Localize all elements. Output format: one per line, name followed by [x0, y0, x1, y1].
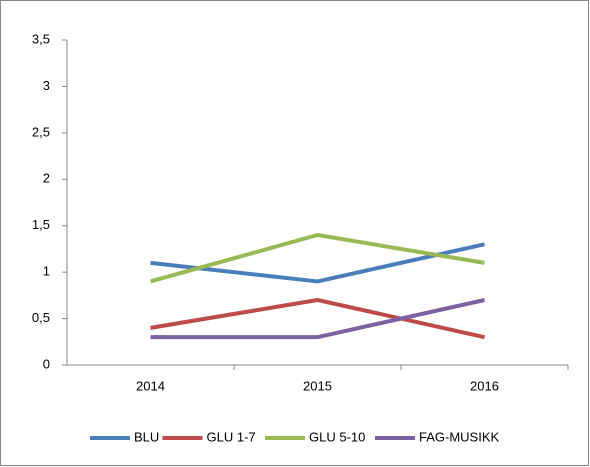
legend-label: GLU 5-10	[309, 429, 365, 444]
series-line	[149, 233, 485, 284]
y-tick-label: 2	[43, 171, 50, 186]
y-tick-label: 3	[43, 78, 50, 93]
series-line	[150, 242, 485, 284]
y-tick-label: 3,5	[32, 31, 50, 46]
series-line	[150, 298, 485, 340]
y-tick-label: 0,5	[32, 310, 50, 325]
y-tick-label: 1	[43, 264, 50, 279]
legend-label: GLU 1-7	[207, 429, 256, 444]
x-tick-label: 2016	[470, 378, 499, 393]
y-tick-label: 0	[43, 356, 50, 371]
x-tick-label: 2014	[136, 378, 165, 393]
series-line	[150, 298, 485, 340]
y-tick-label: 1,5	[32, 217, 50, 232]
legend-label: FAG-MUSIKK	[419, 429, 500, 444]
y-tick-label: 2,5	[32, 124, 50, 139]
x-tick-label: 2015	[303, 378, 332, 393]
legend-label: BLU	[134, 429, 159, 444]
